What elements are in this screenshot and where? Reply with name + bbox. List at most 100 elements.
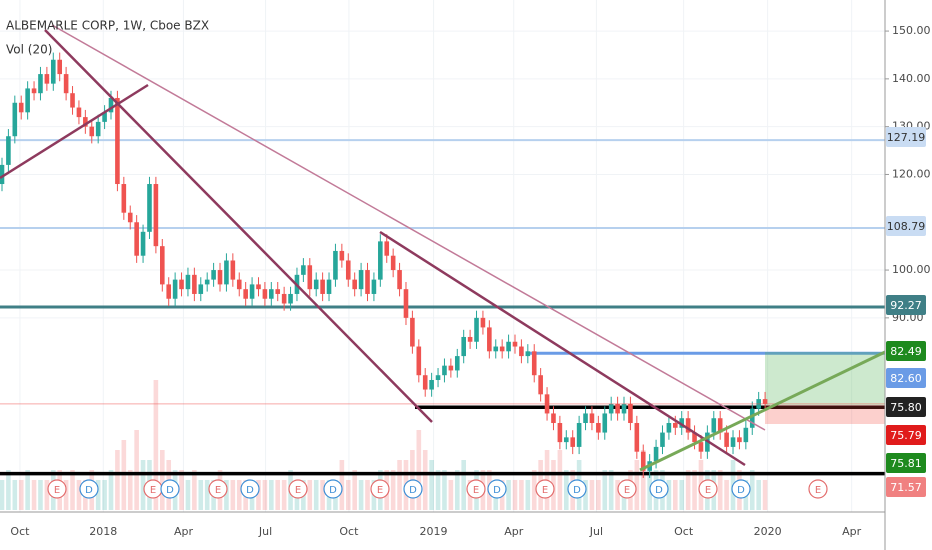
price-badge: 75.80 — [886, 397, 926, 417]
volume-bar — [640, 450, 646, 510]
candle-body — [474, 317, 479, 342]
volume-bar — [589, 480, 595, 510]
candle-body — [18, 102, 24, 113]
volume-bar — [275, 480, 281, 510]
volume-bar — [269, 480, 274, 510]
event-marker — [79, 479, 99, 499]
candle-body — [596, 423, 601, 433]
price-badge-label: 127.19 — [887, 131, 926, 144]
candle-body — [461, 336, 466, 357]
volume-bar — [224, 480, 229, 510]
candle-body — [83, 117, 88, 127]
volume-bar — [615, 480, 620, 510]
volume-bar — [313, 480, 319, 510]
candle-body — [262, 289, 268, 299]
y-tick-label: 120.00 — [892, 167, 931, 180]
x-tick-label: Oct — [10, 525, 30, 538]
candle-body — [724, 432, 729, 447]
volume-bar — [749, 470, 755, 510]
candle-body — [204, 279, 210, 285]
candle-body — [634, 423, 640, 452]
event-label: E — [150, 485, 156, 496]
candle-body — [345, 260, 351, 280]
candle-body — [301, 265, 306, 275]
price-badge: 108.79 — [886, 216, 926, 236]
candle-body — [63, 74, 69, 94]
volume-bar — [602, 470, 608, 510]
grid — [0, 0, 885, 512]
candle-body — [538, 375, 543, 395]
event-label: D — [166, 485, 174, 496]
candle-body — [442, 365, 447, 376]
volume-bar — [397, 460, 402, 510]
volume-bar — [44, 480, 50, 510]
trendlines — [0, 24, 886, 472]
volume-bar — [525, 480, 531, 510]
event-label: D — [246, 485, 254, 496]
x-tick-label: 2020 — [754, 525, 782, 538]
candle-body — [583, 413, 588, 424]
event-label: D — [737, 485, 745, 496]
candle-body — [410, 317, 415, 347]
volume-bar — [608, 470, 614, 510]
chart-title: ALBEMARLE CORP, 1W, Cboe BZX — [6, 19, 209, 33]
candle-body — [653, 446, 659, 462]
event-marker — [731, 479, 751, 499]
candle-body — [557, 423, 563, 443]
price-badge: 127.19 — [886, 127, 926, 147]
volume-bar — [519, 480, 524, 510]
candle-body — [307, 265, 313, 290]
event-marker — [47, 479, 67, 499]
candle-body — [403, 289, 409, 318]
y-tick-label: 150.00 — [892, 24, 931, 37]
event-label: E — [473, 485, 479, 496]
price-badge: 82.60 — [886, 368, 926, 388]
candle-body — [384, 241, 390, 256]
candle-body — [589, 413, 595, 424]
volume-bar — [185, 480, 191, 510]
candle-body — [147, 184, 152, 232]
price-badge-label: 75.81 — [890, 457, 922, 470]
volume-bar — [679, 480, 685, 510]
candle-body — [512, 341, 518, 347]
event-label: D — [573, 485, 581, 496]
candle-body — [31, 88, 37, 94]
candle-body — [454, 356, 460, 371]
volume-bar — [108, 470, 114, 510]
candle-body — [519, 346, 524, 357]
volume-bar — [192, 470, 197, 510]
candle-body — [172, 279, 178, 299]
x-tick-label: Jul — [258, 525, 272, 538]
candle-body — [660, 432, 665, 447]
candle-body — [38, 74, 43, 94]
volume-bar — [153, 380, 159, 510]
candle-body — [416, 346, 422, 376]
volume-bar — [429, 460, 434, 510]
candle-body — [743, 427, 749, 443]
candle-body — [153, 184, 159, 247]
volume-bar — [140, 460, 146, 510]
event-marker — [466, 479, 486, 499]
volume-bar — [95, 480, 101, 510]
event-marker — [567, 479, 587, 499]
candle-body — [480, 317, 486, 328]
volume-bar — [358, 480, 364, 510]
volume-bar — [262, 480, 268, 510]
x-tick-label: 2019 — [420, 525, 448, 538]
volume-bar — [422, 450, 428, 510]
candle-body — [563, 437, 569, 443]
candle-body — [275, 289, 281, 294]
candle-body — [673, 423, 678, 428]
event-label: D — [493, 485, 501, 496]
event-marker — [808, 479, 828, 499]
event-marker — [487, 479, 507, 499]
price-badge-box — [886, 295, 926, 315]
volume-bar — [666, 480, 672, 510]
candle-body — [487, 327, 492, 352]
volume-bar — [512, 480, 518, 510]
candle-body — [160, 246, 165, 285]
volume-bar — [63, 480, 69, 510]
event-label: E — [542, 485, 548, 496]
volume-bar — [692, 470, 697, 510]
